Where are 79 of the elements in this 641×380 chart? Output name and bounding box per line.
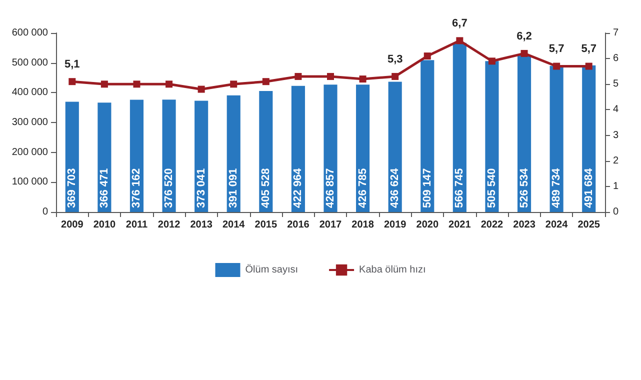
bar [452,42,466,212]
x-tick-label: 2017 [319,220,342,230]
point [553,62,560,70]
x-tick-label: 2009 [61,220,84,230]
data-label: 391 091 [228,168,240,208]
point [520,50,528,57]
x-tick-label: 2024 [545,220,568,230]
data-label: 426 785 [356,168,369,208]
y2-tick-label: 3 [613,130,619,141]
y-tick-label: 200 000 [12,146,48,158]
bar [324,84,338,212]
x-tick-label: 2019 [384,220,407,230]
point [262,78,270,86]
data-label: 405 528 [260,168,272,208]
x-tick-label: 2022 [480,220,504,230]
point [68,78,76,86]
point [198,86,205,93]
x-tick-label: 2014 [222,220,246,230]
y2-tick-label: 7 [613,28,619,38]
bar [162,100,176,212]
y2-tick-label: 1 [613,180,619,192]
x-tick-label: 2013 [190,220,213,230]
data-label: 5,3 [387,53,403,66]
x-tick-label: 2018 [352,220,374,230]
y2-tick-label: 4 [613,104,619,116]
x-tick-label: 2023 [513,220,536,230]
point [488,58,496,65]
point [424,52,431,60]
point [585,62,592,70]
point [230,80,238,88]
point [166,80,173,88]
legend-label: Ölüm sayısı [245,264,298,276]
data-label: 491 684 [582,167,595,208]
bar [485,61,499,212]
y2-tick-label: 5 [613,78,619,90]
data-label: 422 964 [292,167,304,208]
data-label: 376 162 [130,168,143,208]
data-label: 5,7 [548,43,564,56]
y-tick-label: 600 000 [12,28,48,38]
data-label: 436 624 [389,167,402,208]
y-tick-label: 0 [42,206,48,218]
data-label: 5,7 [581,43,596,56]
x-tick-label: 2025 [578,220,600,230]
point [133,80,140,88]
data-label: 505 540 [486,168,498,208]
x-tick-label: 2015 [254,220,278,230]
data-label: 489 734 [550,167,563,208]
legend-label: Kaba ölüm hızı [359,264,426,276]
data-label: 376 520 [163,168,176,208]
data-label: 5,1 [64,58,80,71]
x-tick-label: 2021 [448,220,472,230]
point [456,37,464,44]
point [100,80,108,88]
y-tick-label: 100 000 [12,176,48,188]
data-label: 526 534 [518,167,530,208]
data-label: 373 041 [195,168,208,208]
y2-tick-label: 0 [613,206,619,218]
x-tick-label: 2012 [158,220,181,230]
y-tick-label: 400 000 [12,87,48,98]
data-label: 426 857 [324,168,336,208]
point [359,76,366,83]
point [392,72,399,80]
x-tick-label: 2011 [126,220,148,230]
data-label: 369 703 [66,168,78,208]
data-label: 6,7 [452,18,468,30]
x-tick-label: 2020 [416,220,439,230]
x-tick-label: 2010 [93,220,116,230]
point [327,72,334,80]
data-label: 6,2 [516,30,532,42]
point [294,72,302,80]
y2-tick-label: 2 [613,155,619,166]
y-tick-label: 500 000 [12,57,48,68]
bar [420,60,434,212]
data-label: 509 147 [421,168,434,208]
y-tick-label: 300 000 [12,117,48,128]
data-label: 566 745 [454,168,466,208]
x-tick-label: 2016 [287,220,310,230]
y2-tick-label: 6 [613,53,619,64]
data-label: 366 471 [98,168,110,208]
